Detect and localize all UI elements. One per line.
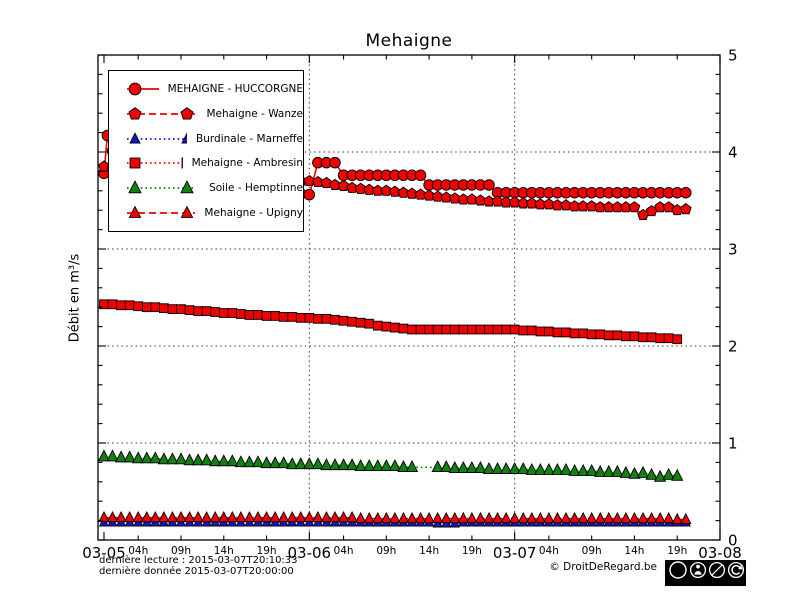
y-axis-label: Débit en m³/s bbox=[67, 253, 83, 343]
x-tick-label: 09h bbox=[171, 545, 191, 557]
legend-label: Mehaigne - Upigny bbox=[204, 207, 303, 220]
x-tick-label: 14h bbox=[214, 545, 234, 557]
legend-item-4: Mehaigne - Ambresin bbox=[119, 153, 303, 173]
legend-marker-triangle bbox=[127, 131, 188, 143]
legend-label: Burdinale - Marneffe bbox=[196, 132, 303, 145]
cc-by-label: BY bbox=[695, 580, 701, 586]
cc-by-person-icon bbox=[696, 564, 700, 569]
cc-sa-arrow-icon bbox=[731, 564, 741, 575]
footer-last-reading: dernière lecture : 2015-03-07T20:10:33 bbox=[99, 555, 298, 566]
legend-marker-pentagon bbox=[127, 106, 195, 120]
cc-nc-label: NC bbox=[714, 580, 722, 586]
chart-title: Mehaigne bbox=[365, 31, 453, 51]
cc-license-badge[interactable]: cc $ BY NC SA bbox=[665, 560, 746, 586]
x-tick-label: 19h bbox=[257, 545, 277, 557]
legend-item-2: Mehaigne - Wanze bbox=[119, 104, 303, 124]
legend-marker-triangle bbox=[127, 180, 195, 194]
copyright-text: © DroitDeRegard.be bbox=[549, 561, 657, 573]
legend-item-1: MEHAIGNE - HUCCORGNE bbox=[119, 79, 303, 99]
x-tick-label: 14h bbox=[624, 545, 644, 557]
x-tick-label: 19h bbox=[667, 545, 687, 557]
x-tick-label: 03-08 bbox=[698, 544, 742, 562]
x-tick-label: 09h bbox=[582, 545, 602, 557]
x-tick-label: 19h bbox=[462, 545, 482, 557]
cc-nc-dollar-icon: $ bbox=[714, 566, 720, 576]
x-tick-label: 14h bbox=[419, 545, 439, 557]
legend-label: Mehaigne - Ambresin bbox=[191, 157, 303, 170]
cc-sa-label: SA bbox=[733, 580, 740, 586]
x-tick-label: 03-05 bbox=[82, 544, 126, 562]
y-tick-label: 5 bbox=[728, 47, 738, 65]
y-tick-label: 1 bbox=[728, 435, 738, 453]
cc-license-icon: cc $ BY NC SA bbox=[665, 560, 746, 586]
x-tick-label: 03-06 bbox=[288, 544, 332, 562]
x-tick-label: 03-07 bbox=[493, 544, 537, 562]
legend-item-3: Burdinale - Marneffe bbox=[119, 129, 303, 149]
y-tick-label: 3 bbox=[728, 241, 738, 259]
cc-letters: cc bbox=[673, 566, 684, 576]
y-tick-label: 2 bbox=[728, 338, 738, 356]
x-tick-label: 04h bbox=[539, 545, 559, 557]
x-tick-label: 04h bbox=[334, 545, 354, 557]
legend-label: MEHAIGNE - HUCCORGNE bbox=[167, 82, 303, 95]
legend-label: Mehaigne - Wanze bbox=[206, 107, 303, 120]
x-tick-label: 09h bbox=[376, 545, 396, 557]
legend-item-6: Mehaigne - Upigny bbox=[119, 203, 303, 223]
legend-marker-square bbox=[127, 157, 183, 169]
x-tick-label: 04h bbox=[128, 545, 148, 557]
y-tick-label: 4 bbox=[728, 144, 738, 162]
legend-item-5: Soile - Hemptinne bbox=[119, 178, 303, 198]
legend-label: Soile - Hemptinne bbox=[209, 182, 303, 195]
footer-last-data: dernière donnée 2015-03-07T20:00:00 bbox=[99, 566, 294, 577]
legend-marker-triangle bbox=[127, 205, 195, 218]
legend-marker-circle bbox=[127, 82, 159, 96]
y-tick-label: 0 bbox=[728, 532, 738, 550]
legend: MEHAIGNE - HUCCORGNE Mehaigne - Wanze Burd… bbox=[108, 70, 304, 232]
